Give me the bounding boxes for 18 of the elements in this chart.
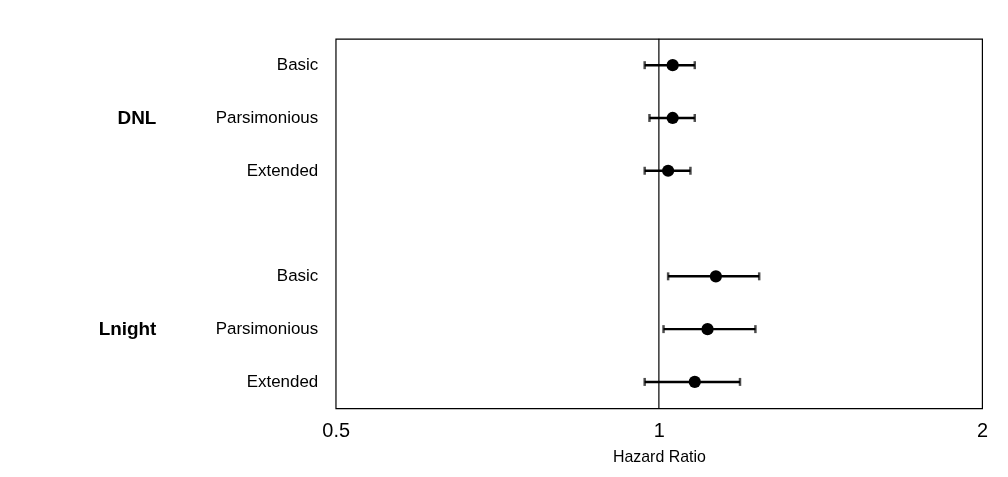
y-tick-label: Extended: [246, 371, 319, 391]
point: [701, 323, 714, 336]
y-tick-label: Parsimonious: [215, 319, 319, 339]
point: [666, 59, 679, 72]
x-tick-label: 0.5: [322, 418, 351, 441]
y-tick-label: Basic: [276, 55, 319, 75]
x-tick-label: 2: [977, 418, 989, 441]
point: [662, 164, 675, 177]
x-tick-label: 1: [653, 418, 665, 441]
point: [688, 375, 701, 388]
point: [709, 270, 722, 283]
y-tick-label: Extended: [246, 160, 319, 180]
point: [666, 111, 679, 125]
y-tick-label: Parsimonious: [215, 107, 319, 127]
text: Lnight: [98, 318, 158, 340]
x-axis-title: Hazard Ratio: [612, 447, 706, 465]
y-tick-label: Basic: [276, 266, 319, 286]
text: DNL: [117, 106, 157, 128]
